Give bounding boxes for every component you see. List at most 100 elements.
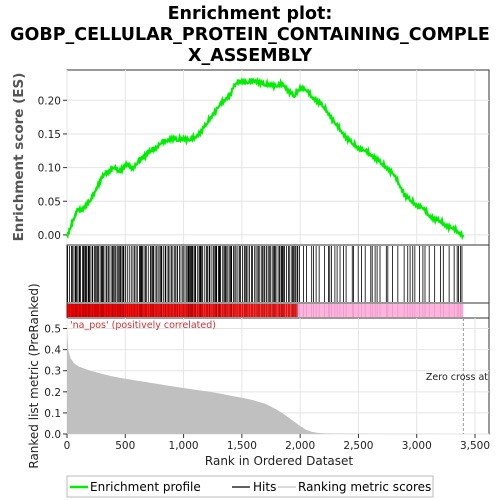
- hit-lines: [67, 246, 463, 302]
- positive-annotation: 'na_pos' (positively correlated): [70, 320, 216, 331]
- metric-panel: 0.0 0.1 0.2 0.3 0.4 0.5 0 500 1,000 1,500 2,000 2,…: [27, 283, 490, 468]
- strip-cell-positive: [205, 304, 209, 317]
- strip-cell-positive: [120, 304, 124, 317]
- strip-cell-positive: [176, 304, 180, 317]
- strip-cell-positive: [207, 304, 210, 317]
- strip-cell-positive: [213, 304, 216, 317]
- strip-cell-positive: [226, 304, 230, 317]
- strip-cell-positive: [288, 304, 291, 317]
- legend-label-metric: Ranking metric scores: [298, 480, 431, 494]
- strip-cell-positive: [182, 304, 185, 317]
- metric-x-tick-label: 0: [64, 440, 71, 452]
- strip-cell-positive: [240, 304, 243, 317]
- strip-cell-positive: [86, 304, 89, 317]
- es-profile-line: [66, 76, 465, 241]
- es-y-ticks: 0.00 0.05 0.10 0.15 0.20: [38, 95, 67, 242]
- strip-cell-positive: [220, 304, 224, 317]
- strip-cell-positive: [159, 304, 162, 317]
- strip-cell-positive: [174, 304, 178, 317]
- strip-cell-positive: [249, 304, 253, 317]
- strip-cell-positive: [284, 304, 287, 317]
- strip-cell-positive: [143, 304, 147, 317]
- strip-cell-positive: [74, 304, 78, 317]
- strip-cell-positive: [132, 304, 135, 317]
- es-y-tick-label: 0.10: [38, 163, 61, 175]
- strip-cells: [67, 304, 464, 317]
- strip-cell-negative: [297, 304, 464, 317]
- strip-cell-positive: [259, 304, 262, 317]
- strip-cell-positive: [103, 304, 107, 317]
- plot-title-line-1: Enrichment plot:: [168, 4, 333, 24]
- strip-cell-positive: [263, 304, 266, 317]
- strip-cell-positive: [172, 304, 176, 317]
- strip-cell-positive: [147, 304, 151, 317]
- plot-title-line-3: X_ASSEMBLY: [188, 46, 312, 66]
- strip-cell-positive: [186, 304, 189, 317]
- strip-cell-positive: [101, 304, 105, 317]
- metric-x-ticks: 0 500 1,000 1,500 2,000 2,500 3,000 3,500: [64, 434, 490, 452]
- strip-cell-positive: [286, 304, 289, 317]
- metric-x-tick-label: 3,000: [402, 440, 432, 452]
- strip-cell-positive: [251, 304, 255, 317]
- metric-y-tick-label: 0.0: [44, 429, 61, 441]
- es-y-tick-label: 0.00: [38, 230, 61, 242]
- strip-cell-positive: [99, 304, 103, 317]
- strip-cell-positive: [145, 304, 149, 317]
- metric-y-tick-label: 0.4: [44, 345, 61, 357]
- strip-cell-positive: [95, 304, 99, 317]
- strip-cell-positive: [190, 304, 193, 317]
- strip-cell-positive: [142, 304, 145, 317]
- metric-y-axis-label: Ranked list metric (PreRanked): [27, 283, 41, 468]
- legend: Enrichment profile Hits Ranking metric s…: [66, 475, 434, 498]
- strip-cell-positive: [236, 304, 239, 317]
- metric-x-axis-label: Rank in Ordered Dataset: [205, 454, 353, 468]
- strip-cell-positive: [290, 304, 293, 317]
- strip-cell-positive: [245, 304, 249, 317]
- metric-x-tick-label: 2,000: [285, 440, 315, 452]
- strip-cell-positive: [242, 304, 245, 317]
- strip-cell-positive: [109, 304, 112, 317]
- strip-cell-positive: [134, 304, 137, 317]
- strip-cell-positive: [72, 304, 76, 317]
- metric-x-tick-label: 3,500: [460, 440, 490, 452]
- es-panel-frame: [66, 69, 490, 246]
- zero-cross-annotation: Zero cross at: [426, 372, 488, 383]
- strip-cell-positive: [117, 304, 120, 317]
- metric-y-tick-label: 0.3: [44, 366, 61, 378]
- metric-x-tick-label: 1,000: [169, 440, 199, 452]
- strip-cell-positive: [195, 304, 199, 317]
- strip-cell-positive: [153, 304, 157, 317]
- strip-cell-positive: [113, 304, 116, 317]
- es-grid: [66, 70, 489, 245]
- strip-cell-positive: [180, 304, 184, 317]
- strip-cell-positive: [255, 304, 259, 317]
- metric-x-tick-label: 1,500: [227, 440, 257, 452]
- strip-cell-positive: [247, 304, 251, 317]
- metric-area: [67, 328, 464, 434]
- strip-cell-positive: [118, 304, 122, 317]
- es-y-axis-label: Enrichment score (ES): [11, 73, 27, 242]
- strip-cell-positive: [163, 304, 166, 317]
- es-y-tick-label: 0.20: [38, 95, 61, 107]
- strip-cell-positive: [124, 304, 128, 317]
- legend-label-enrichment: Enrichment profile: [90, 480, 201, 494]
- strip-cell-positive: [80, 304, 83, 317]
- metric-y-tick-label: 0.5: [44, 324, 61, 336]
- metric-y-tick-label: 0.1: [44, 408, 61, 420]
- strip-cell-positive: [165, 304, 168, 317]
- strip-cell-positive: [92, 304, 95, 317]
- es-y-tick-label: 0.15: [38, 129, 61, 141]
- strip-cell-positive: [128, 304, 132, 317]
- es-y-tick-label: 0.05: [38, 196, 61, 208]
- strip-cell-positive: [97, 304, 101, 317]
- strip-cell-positive: [161, 304, 164, 317]
- metric-y-ticks: 0.0 0.1 0.2 0.3 0.4 0.5: [44, 324, 67, 441]
- metric-x-tick-label: 500: [115, 440, 135, 452]
- plot-title-line-2: GOBP_CELLULAR_PROTEIN_CONTAINING_COMPLE: [10, 25, 490, 45]
- strip-cell-positive: [234, 304, 237, 317]
- strip-cell-positive: [151, 304, 155, 317]
- metric-y-tick-label: 0.2: [44, 387, 61, 399]
- strip-cell-positive: [68, 304, 72, 317]
- strip-cell-positive: [218, 304, 222, 317]
- metric-x-tick-label: 2,500: [343, 440, 373, 452]
